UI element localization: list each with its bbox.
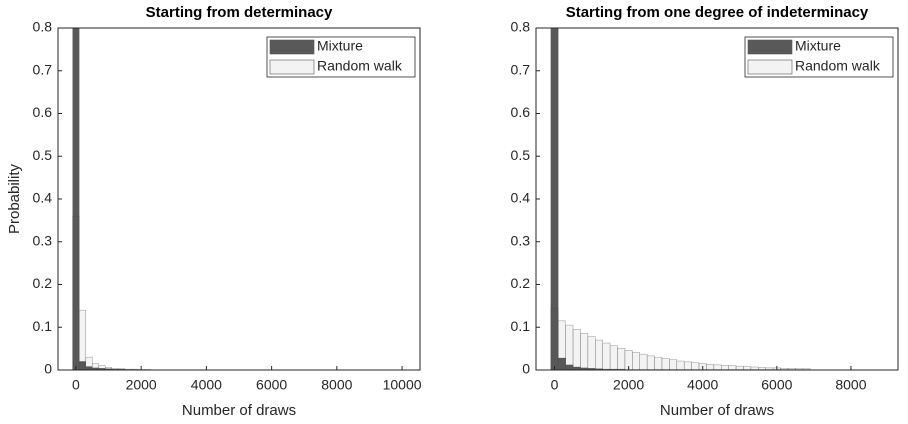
histogram-bar — [580, 332, 589, 370]
x-tick-label: 8000 — [835, 377, 866, 393]
x-tick-label: 6000 — [256, 377, 287, 393]
x-tick-label: 4000 — [687, 377, 718, 393]
legend-label: Mixture — [317, 38, 363, 54]
histogram-bar — [691, 362, 700, 370]
histogram-bar — [572, 329, 581, 370]
histogram-bar — [595, 339, 603, 370]
y-tick-label: 0.2 — [33, 275, 53, 291]
legend-swatch — [747, 59, 793, 75]
histogram-bar — [654, 356, 663, 370]
histogram-bar — [676, 360, 685, 370]
histogram-bar — [78, 361, 86, 370]
legend-swatch — [269, 39, 315, 55]
y-tick-label: 0.2 — [511, 275, 531, 291]
y-tick-label: 0.7 — [33, 61, 53, 77]
histogram-bar — [646, 355, 655, 370]
x-tick-label: 8000 — [321, 377, 352, 393]
histogram-bar — [565, 364, 574, 370]
y-tick-label: 0.5 — [33, 147, 53, 163]
histogram-bar — [609, 345, 618, 370]
legend-label: Random walk — [795, 58, 881, 74]
legend-swatch — [269, 59, 315, 75]
y-tick-label: 0.5 — [511, 147, 531, 163]
histogram-bar — [72, 28, 80, 370]
x-tick-label: 0 — [72, 377, 80, 393]
y-tick-label: 0.6 — [511, 104, 531, 120]
histogram-bar — [661, 358, 670, 370]
x-tick-label: 4000 — [191, 377, 222, 393]
y-tick-label: 0 — [44, 361, 52, 377]
legend: Mixture Random walk — [744, 36, 894, 78]
histogram-bar — [721, 365, 729, 370]
histogram-bar — [85, 366, 93, 370]
plot-area — [536, 28, 898, 370]
panel: 0 0.1 0.2 0.3 0.4 0.5 0.6 0.7 0.8 0 2000 4000 6000 80… — [6, 4, 422, 419]
y-tick-label: 0.1 — [33, 318, 53, 334]
legend-swatch — [747, 39, 793, 55]
x-axis-label: Number of draws — [182, 402, 296, 419]
y-tick-label: 0.3 — [33, 232, 53, 248]
y-tick-label: 0 — [522, 361, 530, 377]
histogram-bar — [565, 324, 574, 370]
histogram-bar — [639, 353, 648, 370]
histogram-bar — [713, 364, 722, 370]
legend-label: Random walk — [317, 58, 403, 74]
y-tick-label: 0.6 — [33, 104, 53, 120]
x-tick-label: 0 — [551, 377, 559, 393]
histogram-bar — [550, 28, 559, 370]
legend-label: Mixture — [795, 38, 841, 54]
y-tick-label: 0.8 — [511, 19, 531, 35]
histogram-bar — [683, 361, 692, 370]
y-tick-label: 0.1 — [511, 318, 531, 334]
y-tick-label: 0.4 — [33, 190, 53, 206]
histogram-bar — [632, 352, 640, 370]
y-tick-label: 0.3 — [511, 232, 531, 248]
histogram-bar — [669, 359, 678, 370]
histogram-bar — [602, 342, 611, 370]
plot-area — [58, 28, 420, 370]
chart-title: Starting from determinacy — [146, 4, 333, 21]
histogram-bar — [587, 336, 596, 370]
legend: Mixture Random walk — [266, 36, 416, 78]
x-tick-label: 2000 — [126, 377, 157, 393]
x-axis-label: Number of draws — [660, 402, 774, 419]
chart-title: Starting from one degree of indeterminac… — [566, 4, 869, 21]
histogram-bar — [617, 347, 626, 370]
x-tick-label: 10000 — [383, 377, 422, 393]
histogram-bar — [557, 357, 566, 370]
x-tick-label: 6000 — [761, 377, 792, 393]
y-tick-label: 0.8 — [33, 19, 53, 35]
panel: 0 0.1 0.2 0.3 0.4 0.5 0.6 0.7 0.8 0 2000 4000 6000 80… — [511, 4, 899, 419]
y-tick-label: 0.4 — [511, 190, 531, 206]
y-axis-label: Probability — [6, 163, 23, 234]
x-tick-label: 2000 — [613, 377, 644, 393]
histogram-bar — [78, 309, 86, 370]
histogram-bar — [706, 364, 715, 370]
y-tick-label: 0.7 — [511, 61, 531, 77]
